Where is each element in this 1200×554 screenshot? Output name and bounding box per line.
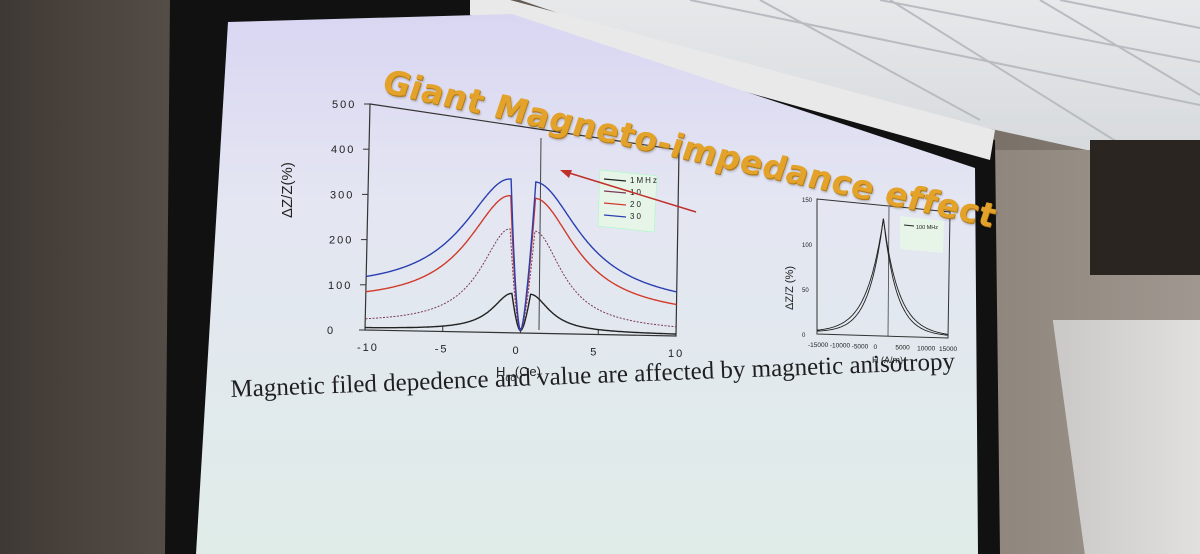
inset-chart-legend: 100 MHz xyxy=(900,216,944,253)
legend-label: 1MHz xyxy=(630,176,659,185)
inset-x-tick-label: 10000 xyxy=(917,345,935,352)
y-tick-label: 200 xyxy=(329,235,353,247)
main-chart-zero-line xyxy=(538,137,542,331)
series-line-30 xyxy=(366,178,522,332)
inset-y-tick-label: 50 xyxy=(802,288,809,294)
x-tick-label: 10 xyxy=(668,348,684,360)
y-tick-label: 500 xyxy=(332,99,356,111)
inset-chart-zero-line xyxy=(887,206,890,337)
series-line-20 xyxy=(365,195,522,332)
main-chart: 0 100 200 300 400 500 -10 -5 0 5 10 ΔZ/Z(%) Hdc(Oe… xyxy=(279,99,697,383)
series-line-10 xyxy=(365,228,521,332)
series-line-1mhz xyxy=(365,292,521,332)
inset-chart: 0 50 100 150 -15000 -10000 -5000 0 5000 10000 1500… xyxy=(784,198,957,365)
arrowhead xyxy=(560,170,572,178)
annotation-arrow xyxy=(565,171,697,213)
x-tick-label: -5 xyxy=(435,344,449,356)
inset-x-tick-label: 15000 xyxy=(939,346,957,353)
inset-y-tick-label: 150 xyxy=(802,198,813,204)
inset-chart-xlabel: H (A/m) xyxy=(872,355,903,365)
inset-legend-label: 100 MHz xyxy=(916,225,938,231)
y-tick-label: 300 xyxy=(330,189,354,201)
inset-x-tick-label: -15000 xyxy=(808,342,829,349)
series-line-10 xyxy=(520,230,677,332)
legend-swatch xyxy=(603,178,627,182)
window xyxy=(1090,140,1200,275)
inset-series-line xyxy=(816,218,949,335)
inset-x-tick-label: -10000 xyxy=(830,343,851,350)
inset-y-tick-label: 0 xyxy=(802,333,806,339)
y-tick-label: 100 xyxy=(328,280,352,292)
series-line-30 xyxy=(519,181,677,332)
inset-x-tick-label: 0 xyxy=(874,344,878,351)
legend-swatch xyxy=(603,190,627,194)
legend-label: 10 xyxy=(630,188,643,197)
legend-swatch xyxy=(603,202,627,206)
inset-y-tick-label: 100 xyxy=(802,243,813,249)
legend-label: 30 xyxy=(630,212,643,221)
inset-chart-ylabel: ΔZ/Z (%) xyxy=(784,266,796,310)
y-tick-label: 400 xyxy=(331,144,355,156)
main-chart-ylabel: ΔZ/Z(%) xyxy=(279,162,296,218)
inset-x-tick-label: 5000 xyxy=(895,345,910,352)
x-tick-label: 0 xyxy=(513,345,521,357)
inset-chart-frame xyxy=(816,198,951,339)
main-chart-xlabel: Hdc(Oe) xyxy=(496,364,541,383)
main-chart-legend: 1MHz 10 20 30 xyxy=(597,169,659,233)
y-tick-label: 0 xyxy=(327,325,335,337)
inset-x-tick-label: -5000 xyxy=(852,343,869,350)
x-tick-label: -10 xyxy=(357,342,379,354)
series-line-1mhz xyxy=(520,293,676,335)
legend-label: 20 xyxy=(630,200,643,209)
series-line-20 xyxy=(519,197,677,332)
legend-swatch xyxy=(603,214,627,218)
x-tick-label: 5 xyxy=(590,347,598,359)
